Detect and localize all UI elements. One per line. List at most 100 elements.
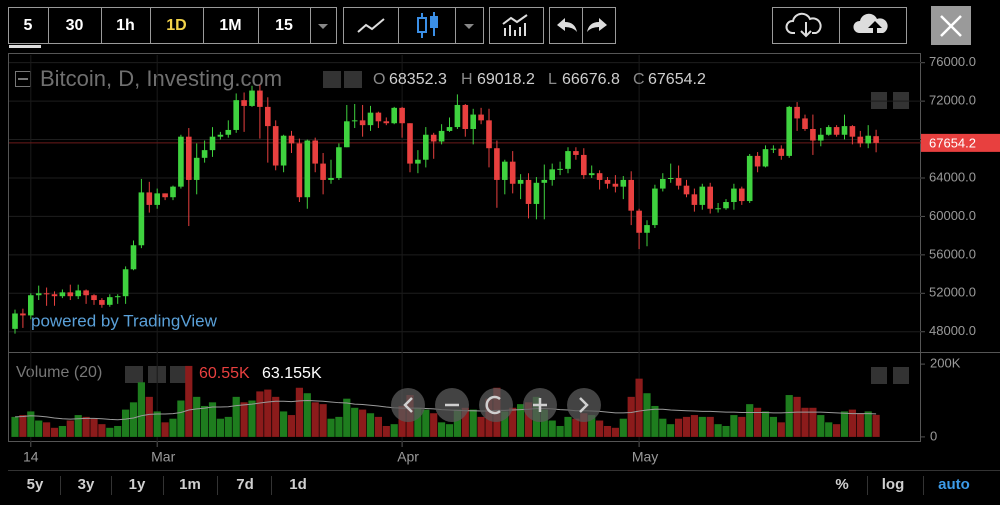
indicators-icon — [502, 14, 528, 36]
interval-label[interactable]: 1M — [219, 17, 241, 34]
candle-body — [186, 136, 192, 180]
candle-body — [320, 163, 326, 180]
candle-body — [383, 121, 390, 124]
interval-button[interactable] — [203, 7, 259, 44]
volume-bar — [50, 427, 59, 437]
volume-bar — [311, 402, 319, 437]
candle-body — [415, 159, 421, 164]
interval-label[interactable]: 30 — [66, 17, 84, 34]
candle-body — [399, 107, 405, 124]
volume-bar — [422, 409, 430, 437]
volume-bar — [256, 391, 264, 437]
volume-bar — [327, 418, 335, 437]
candle-body — [470, 114, 476, 129]
active-marker — [9, 45, 41, 48]
volume-bar — [35, 420, 43, 437]
range-button[interactable]: 3y — [78, 476, 95, 493]
volume-bar — [129, 402, 138, 437]
interval-button[interactable] — [150, 7, 204, 44]
candle-body — [130, 245, 137, 270]
candle-body — [707, 186, 713, 209]
candle-body — [857, 136, 864, 144]
undo-icon — [557, 18, 577, 32]
volume-bar — [817, 415, 825, 437]
volume-bar — [825, 422, 833, 437]
candle-body — [462, 104, 469, 129]
interval-label[interactable]: 15 — [275, 17, 293, 34]
line-chart-button[interactable] — [343, 7, 399, 44]
volume-bar — [382, 425, 390, 437]
remove-icon[interactable] — [170, 366, 188, 383]
volume-bar — [698, 416, 706, 437]
candle-body — [217, 134, 224, 137]
dropdown-arrow — [464, 24, 474, 29]
volume-bar — [248, 400, 256, 437]
x-tick-label: May — [632, 449, 658, 465]
volume-bar — [730, 415, 738, 437]
nav-button[interactable] — [479, 388, 513, 422]
candle-body — [344, 121, 350, 148]
candle-body — [249, 90, 255, 106]
interval-button[interactable] — [101, 7, 151, 44]
nav-button[interactable] — [567, 388, 601, 422]
settings-icon[interactable] — [344, 71, 362, 88]
nav-button[interactable] — [391, 388, 425, 422]
range-button[interactable]: 1d — [289, 476, 307, 493]
scale-up-icon[interactable] — [871, 367, 887, 384]
scale-button[interactable]: % — [835, 476, 848, 493]
interval-button[interactable] — [8, 7, 49, 44]
volume-bar — [580, 413, 588, 437]
volume-bar — [469, 409, 477, 437]
volume-bar — [635, 378, 643, 437]
volume-bar — [90, 418, 98, 437]
eye-icon[interactable] — [125, 366, 143, 383]
scale-button[interactable]: auto — [938, 476, 970, 493]
scale-button[interactable]: log — [882, 476, 905, 493]
y-tick-label: 52000.0 — [929, 285, 976, 300]
interval-label[interactable]: 1D — [166, 17, 186, 34]
range-button[interactable]: 7d — [236, 476, 254, 493]
candle-body — [573, 151, 579, 155]
interval-label[interactable]: 5 — [24, 17, 33, 34]
candle-body — [430, 134, 437, 142]
candle-body — [359, 120, 366, 126]
indicators-button[interactable] — [489, 7, 544, 44]
x-tick-label: Apr — [397, 449, 419, 465]
volume-bar — [809, 407, 817, 437]
candle-body — [731, 188, 737, 203]
candle-body — [225, 129, 232, 135]
volume-bar — [675, 418, 683, 437]
interval-label[interactable]: 1h — [116, 17, 135, 34]
ohlc-value: 68352.3 — [389, 71, 447, 88]
range-button[interactable]: 5y — [27, 476, 44, 493]
scale-up-icon[interactable] — [871, 92, 887, 109]
candle-body — [620, 179, 627, 187]
scale-down-icon[interactable] — [893, 92, 909, 109]
y-tick-label: 56000.0 — [929, 246, 976, 261]
volume-bar — [445, 424, 454, 437]
candle-body — [644, 225, 650, 233]
scale-down-icon[interactable] — [893, 367, 909, 384]
volume-bar — [351, 407, 359, 437]
volume-bar — [738, 416, 746, 437]
interval-button[interactable] — [258, 7, 311, 44]
volume-bar — [754, 407, 762, 437]
candle-body — [691, 194, 698, 205]
range-button[interactable]: 1m — [179, 476, 201, 493]
range-button[interactable]: 1y — [129, 476, 146, 493]
candle-body — [770, 148, 777, 150]
eye-icon[interactable] — [323, 71, 341, 88]
interval-button[interactable] — [48, 7, 102, 44]
candle-body — [865, 135, 871, 144]
candle-body — [122, 269, 129, 297]
candle-body — [849, 126, 856, 137]
volume-bar — [19, 415, 27, 437]
candle-body — [28, 295, 34, 316]
ohlc-value: 67654.2 — [648, 71, 706, 88]
volume-bar — [856, 413, 864, 437]
line-icon — [357, 18, 385, 33]
y-tick-label: 72000.0 — [929, 93, 976, 108]
candle-body — [596, 173, 603, 180]
volume-bar — [548, 420, 556, 437]
